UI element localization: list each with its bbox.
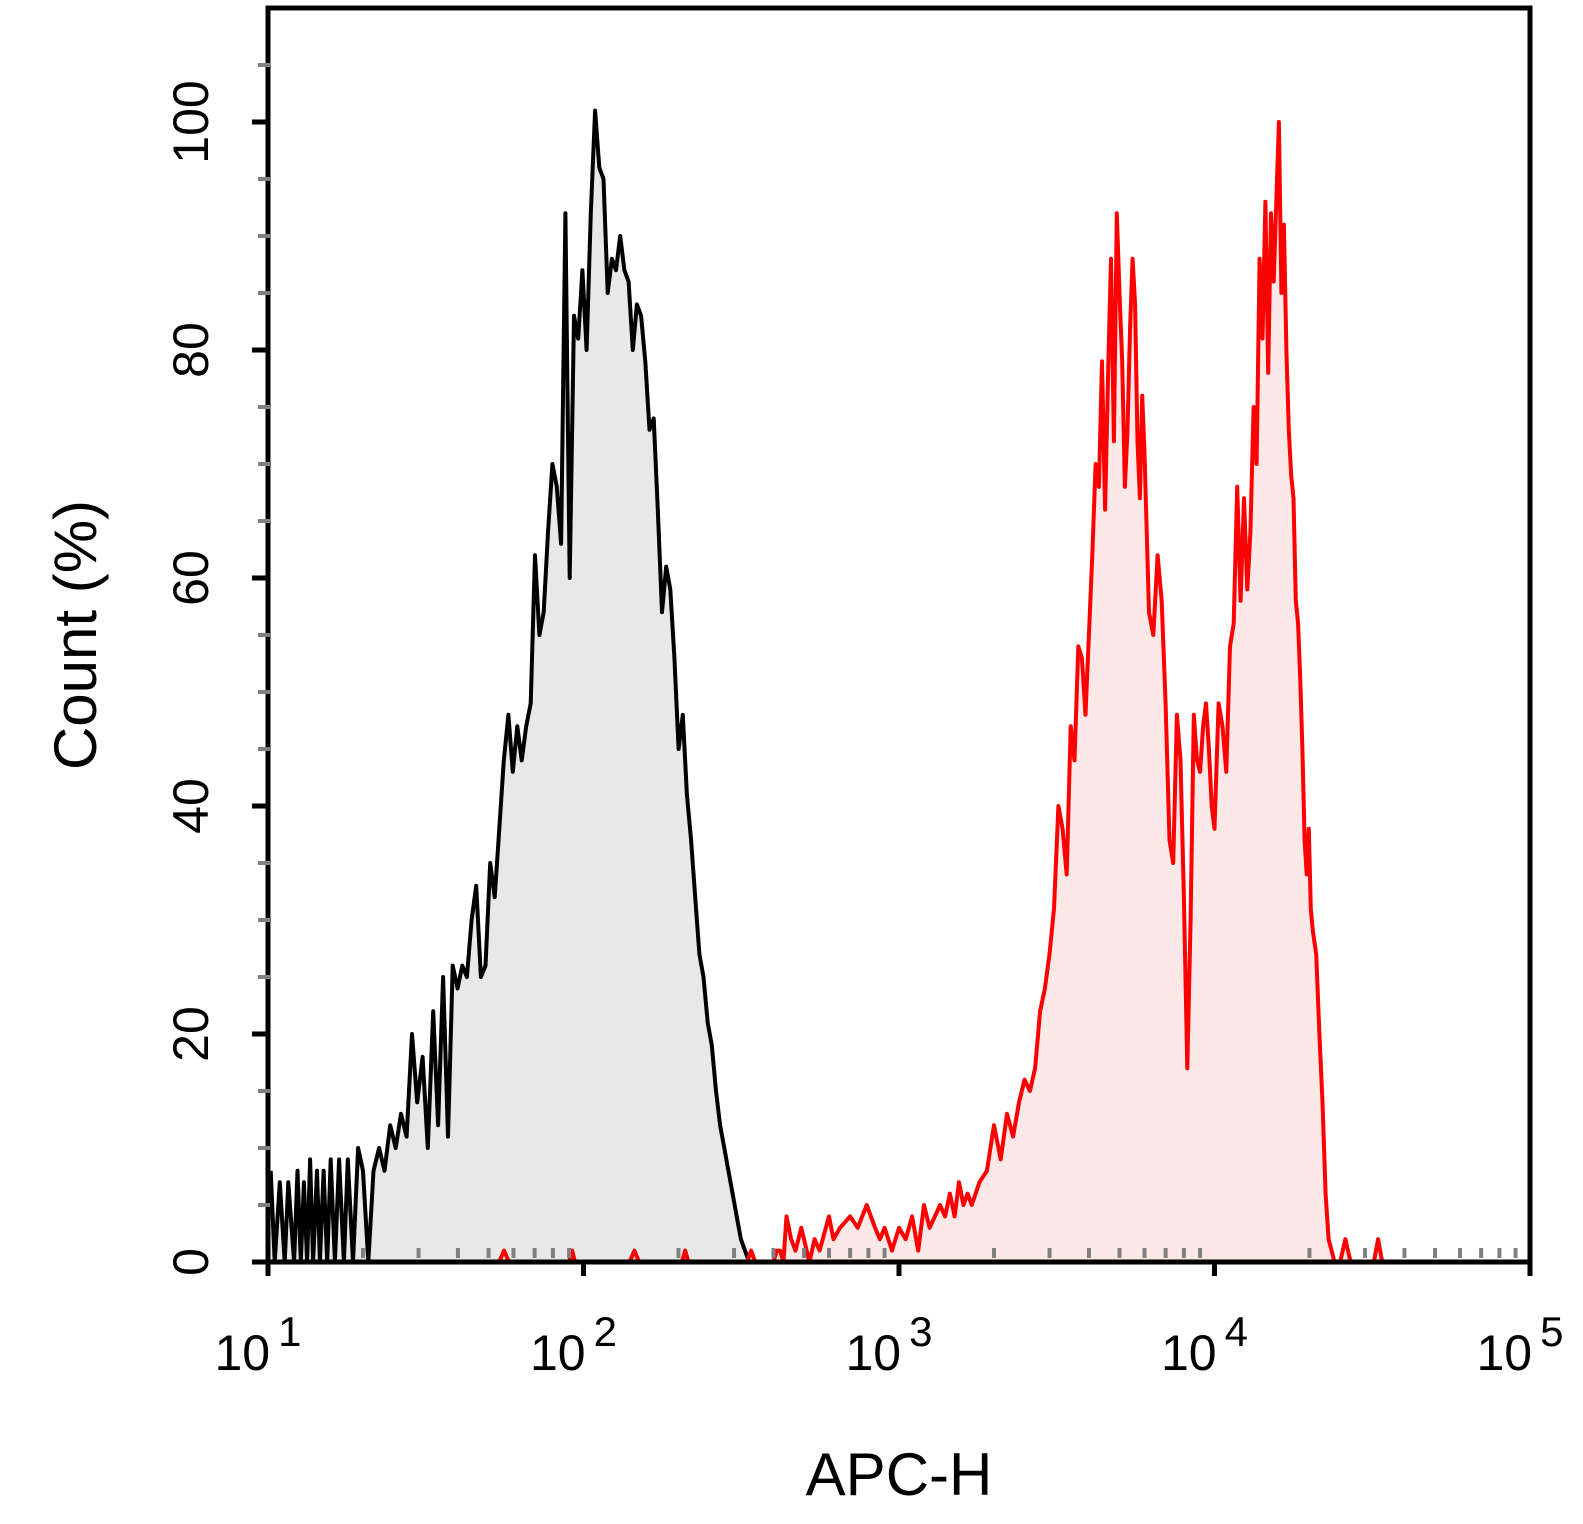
major-ticks — [252, 119, 1533, 1276]
series-1-line — [268, 108, 752, 1264]
y-tick-label: 20 — [163, 1006, 219, 1062]
x-tick-labels: 10 1 10 2 10 3 10 4 10 5 — [215, 1308, 1564, 1381]
y-tick-label: 0 — [163, 1248, 219, 1276]
y-tick-label: 100 — [163, 80, 219, 163]
series-layer — [268, 108, 1385, 1264]
series-2-fill — [499, 122, 1383, 1262]
series-2-line — [497, 120, 1385, 1264]
x-axis-title: APC-H — [806, 1441, 993, 1508]
y-tick-labels: 0 20 40 60 80 100 — [163, 80, 219, 1276]
minor-ticks — [258, 63, 1518, 1258]
y-tick-label: 80 — [163, 322, 219, 378]
y-tick-label: 40 — [163, 778, 219, 834]
x-tick-label: 10 2 — [530, 1308, 617, 1381]
y-axis-title: Count (%) — [42, 500, 109, 770]
x-tick-label: 10 5 — [1477, 1308, 1564, 1381]
y-tick-label: 60 — [163, 550, 219, 606]
x-tick-label: 10 3 — [846, 1308, 933, 1381]
x-tick-label: 10 4 — [1161, 1308, 1248, 1381]
series-1-fill — [270, 110, 750, 1263]
x-tick-label: 10 1 — [215, 1308, 302, 1381]
